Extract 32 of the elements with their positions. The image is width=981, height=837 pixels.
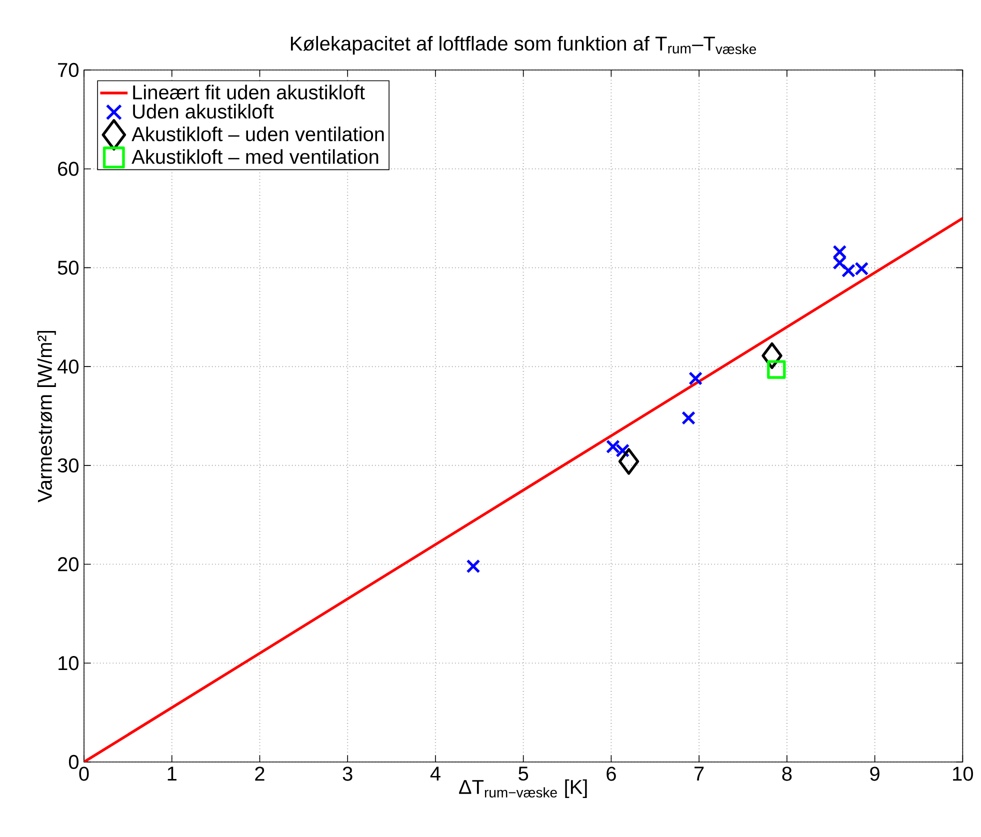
- point: [832, 244, 847, 259]
- x-tick-label: 10: [953, 766, 973, 781]
- x-tick-label: 0: [79, 766, 89, 781]
- point: [466, 559, 480, 574]
- legend-label: Lineært fit uden akustikloft: [133, 84, 365, 100]
- y-tick-label: 70: [58, 62, 78, 78]
- y-tick-label: 40: [58, 359, 78, 374]
- y-tick-label: 50: [58, 260, 78, 275]
- legend-label: Akustikloft – uden ventilation: [132, 126, 384, 142]
- y-tick-label: 10: [58, 656, 78, 670]
- chart-title: Kølekapacitet af loftflade som funktion af T$_{rum}$–T$_{væske}$: [290, 36, 756, 55]
- legend-label: Uden akustikloft: [133, 104, 274, 119]
- x-tick-label: 7: [694, 766, 704, 780]
- y-tick-label: 60: [58, 162, 78, 176]
- y-tick-label: 20: [58, 557, 78, 572]
- point: [767, 360, 786, 379]
- y-tick-label: 30: [58, 458, 78, 472]
- x-tick-label: 8: [782, 766, 792, 781]
- x-tick-label: 6: [606, 766, 616, 781]
- point: [832, 256, 847, 270]
- x-tick-label: 2: [255, 766, 264, 781]
- x-tick-label: 9: [870, 766, 880, 781]
- point: [682, 410, 696, 425]
- legend-label: Akustikloft – med ventilation: [132, 149, 378, 164]
- x-tick-label: 5: [518, 766, 528, 781]
- x-tick-label: 3: [342, 766, 352, 781]
- y-axis-title: Varmestrøm [W/m²]: [37, 330, 56, 502]
- point: [618, 448, 640, 475]
- point: [688, 371, 703, 386]
- x-tick-label: 1: [168, 766, 176, 780]
- y-tick-label: 0: [68, 754, 78, 770]
- x-tick-label: 4: [430, 766, 440, 780]
